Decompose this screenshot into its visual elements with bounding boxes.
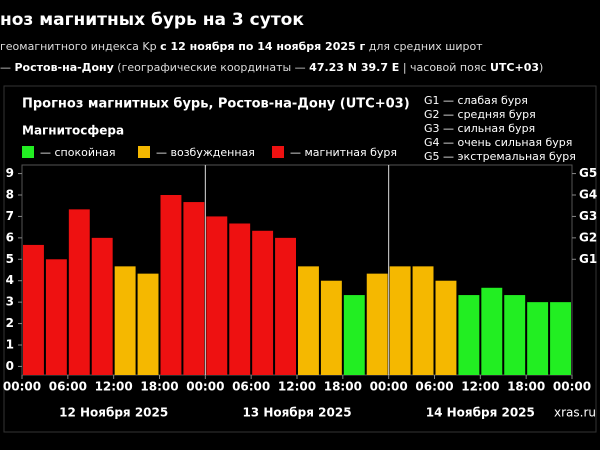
bar [412, 266, 434, 375]
y-tick-label: 4 [6, 273, 14, 287]
text: UTC+03 [490, 61, 540, 74]
day-label: 13 Ноября 2025 [242, 406, 351, 420]
subtitle: геомагнитного индекса Kp с 12 ноября по … [0, 40, 483, 53]
bar [343, 295, 365, 375]
y-tick-label: 1 [6, 338, 14, 352]
bar [68, 209, 90, 375]
y2-tick-label: G3 [579, 209, 597, 223]
bar [458, 295, 480, 375]
y-tick-label: 0 [6, 359, 14, 373]
x-tick-label: 00:00 [3, 380, 41, 394]
bar [114, 266, 136, 375]
text: — [0, 61, 15, 74]
chart-title: Прогноз магнитных бурь, Ростов-на-Дону (… [22, 97, 410, 112]
bar [137, 273, 159, 375]
x-tick-label: 18:00 [324, 380, 362, 394]
legend-swatch [22, 146, 34, 158]
text: Ростов-на-Дону [14, 61, 114, 74]
legend-label: — возбужденная [156, 146, 255, 159]
bar [91, 237, 113, 375]
g-scale-item: G1 — слабая буря [424, 94, 528, 107]
y-tick-label: 7 [6, 209, 14, 223]
bar [252, 230, 274, 375]
bar [298, 266, 319, 375]
x-tick-label: 00:00 [370, 380, 408, 394]
text: | часовой пояс [399, 61, 490, 74]
y2-tick-label: G5 [579, 166, 597, 180]
bar [366, 273, 388, 375]
day-label: 14 Ноября 2025 [426, 406, 535, 420]
text: геомагнитного индекса Kp [0, 40, 161, 53]
y-tick-label: 9 [6, 166, 14, 180]
x-tick-label: 00:00 [553, 380, 591, 394]
x-tick-label: 00:00 [186, 380, 224, 394]
x-tick-label: 18:00 [140, 380, 178, 394]
text: 47.23 N 39.7 E [309, 61, 400, 74]
y2-tick-label: G4 [579, 188, 597, 202]
bar [160, 195, 182, 375]
bar [23, 244, 44, 375]
bar [229, 223, 251, 375]
bar [481, 287, 503, 375]
watermark: xras.ru [554, 406, 596, 420]
legend-label: — магнитная буря [290, 146, 397, 159]
bar [275, 237, 296, 375]
legend-label: — спокойная [40, 146, 116, 159]
y-tick-label: 2 [6, 316, 14, 330]
g-scale-item: G5 — экстремальная буря [424, 150, 576, 163]
x-tick-label: 06:00 [232, 380, 270, 394]
bar [527, 302, 549, 375]
bar [183, 202, 205, 375]
text: для средних широт [365, 40, 483, 53]
bar [206, 216, 228, 375]
bar [435, 280, 457, 375]
text: (географические координаты — [113, 61, 310, 74]
page-title: ноз магнитных бурь на 3 суток [0, 10, 304, 30]
y2-tick-label: G2 [579, 230, 597, 244]
x-tick-label: 06:00 [49, 380, 87, 394]
g-scale-item: G2 — средняя буря [424, 108, 536, 121]
y-tick-label: 5 [6, 252, 14, 266]
panel [3, 85, 597, 433]
x-tick-label: 12:00 [461, 380, 499, 394]
bar [504, 295, 526, 375]
bar [320, 280, 342, 375]
x-tick-label: 06:00 [415, 380, 453, 394]
x-tick-label: 18:00 [507, 380, 545, 394]
text: с 12 ноября по 14 ноября 2025 г [160, 40, 366, 53]
y-tick-label: 3 [6, 295, 14, 309]
legend-title: Магнитосфера [22, 124, 124, 138]
g-scale-item: G3 — сильная буря [424, 122, 535, 135]
bar [45, 259, 67, 375]
y-tick-label: 8 [6, 188, 14, 202]
bar [550, 302, 571, 375]
y2-tick-label: G1 [579, 252, 597, 266]
legend-swatch [138, 146, 150, 158]
text: ) [539, 61, 544, 74]
location: — Ростов-на-Дону (географические координ… [0, 61, 543, 74]
day-label: 12 Ноября 2025 [59, 406, 168, 420]
y-tick-label: 6 [6, 230, 14, 244]
x-tick-label: 12:00 [95, 380, 133, 394]
bar [389, 266, 411, 375]
legend-swatch [272, 146, 284, 158]
g-scale-item: G4 — очень сильная буря [424, 136, 572, 149]
x-tick-label: 12:00 [278, 380, 316, 394]
